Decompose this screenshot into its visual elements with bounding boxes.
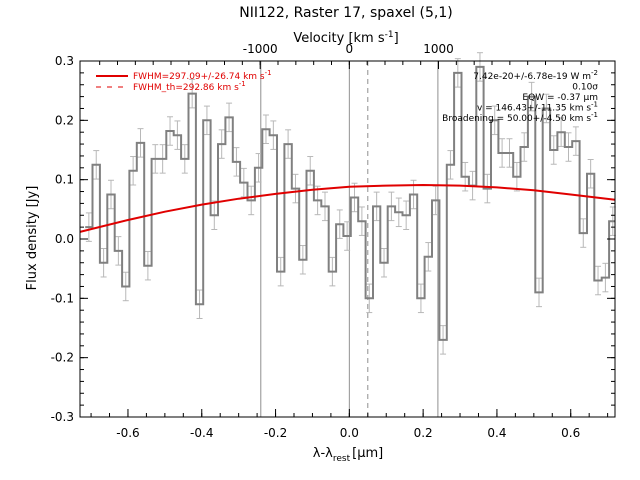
top-tick-label: -1000 <box>243 42 278 56</box>
y-tick-label: -0.3 <box>51 410 74 424</box>
legend-label-fwhm-th: FWHM_th=292.86 km s-1 <box>133 80 246 93</box>
x-tick-label: 0.2 <box>414 426 433 440</box>
chart-title: NII122, Raster 17, spaxel (5,1) <box>239 5 452 21</box>
y-tick-label: -0.1 <box>51 291 74 305</box>
y-tick-label: -0.2 <box>51 351 74 365</box>
legend: FWHM=297.09+/-26.74 km s-1 FWHM_th=292.8… <box>96 69 272 93</box>
legend-label-fwhm: FWHM=297.09+/-26.74 km s-1 <box>133 69 272 82</box>
x-tick-label: -0.2 <box>264 426 287 440</box>
y-tick-label: 0.0 <box>55 232 74 246</box>
top-tick-label: 0 <box>346 42 354 56</box>
x-tick-label: -0.4 <box>190 426 213 440</box>
fit-curve <box>79 183 616 233</box>
fit-annotation: v = 146.43+/-11.35 km s-1 <box>477 101 598 114</box>
y-tick-label: 0.1 <box>55 173 74 187</box>
y-tick-label: 0.3 <box>55 54 74 68</box>
x-tick-label: 0.6 <box>561 426 580 440</box>
fit-annotation: 0.10σ <box>572 83 598 93</box>
fit-annotation: Broadening = 50.00+/-4.50 km s-1 <box>442 111 598 124</box>
spectrum-line <box>85 65 615 341</box>
fit-annotation: EQW = -0.37 μm <box>522 93 598 103</box>
x-tick-label: 0.4 <box>487 426 506 440</box>
x-axis-label: λ-λrest [μm] <box>313 446 383 464</box>
top-tick-label: 1000 <box>423 42 454 56</box>
y-tick-label: 0.2 <box>55 113 74 127</box>
top-axis-label: Velocity [km s-1] <box>293 30 398 46</box>
plot-area: -0.6 -0.4 -0.2 0.0 0.2 0.4 0.6 -0.3 -0.2 -0.1 0.0 0… <box>51 42 616 440</box>
y-axis-label: Flux density [Jy] <box>25 186 40 291</box>
x-tick-label: 0.0 <box>340 426 359 440</box>
fit-annotation: 7.42e-20+/-6.78e-19 W m-2 <box>473 69 598 82</box>
x-tick-label: -0.6 <box>116 426 139 440</box>
